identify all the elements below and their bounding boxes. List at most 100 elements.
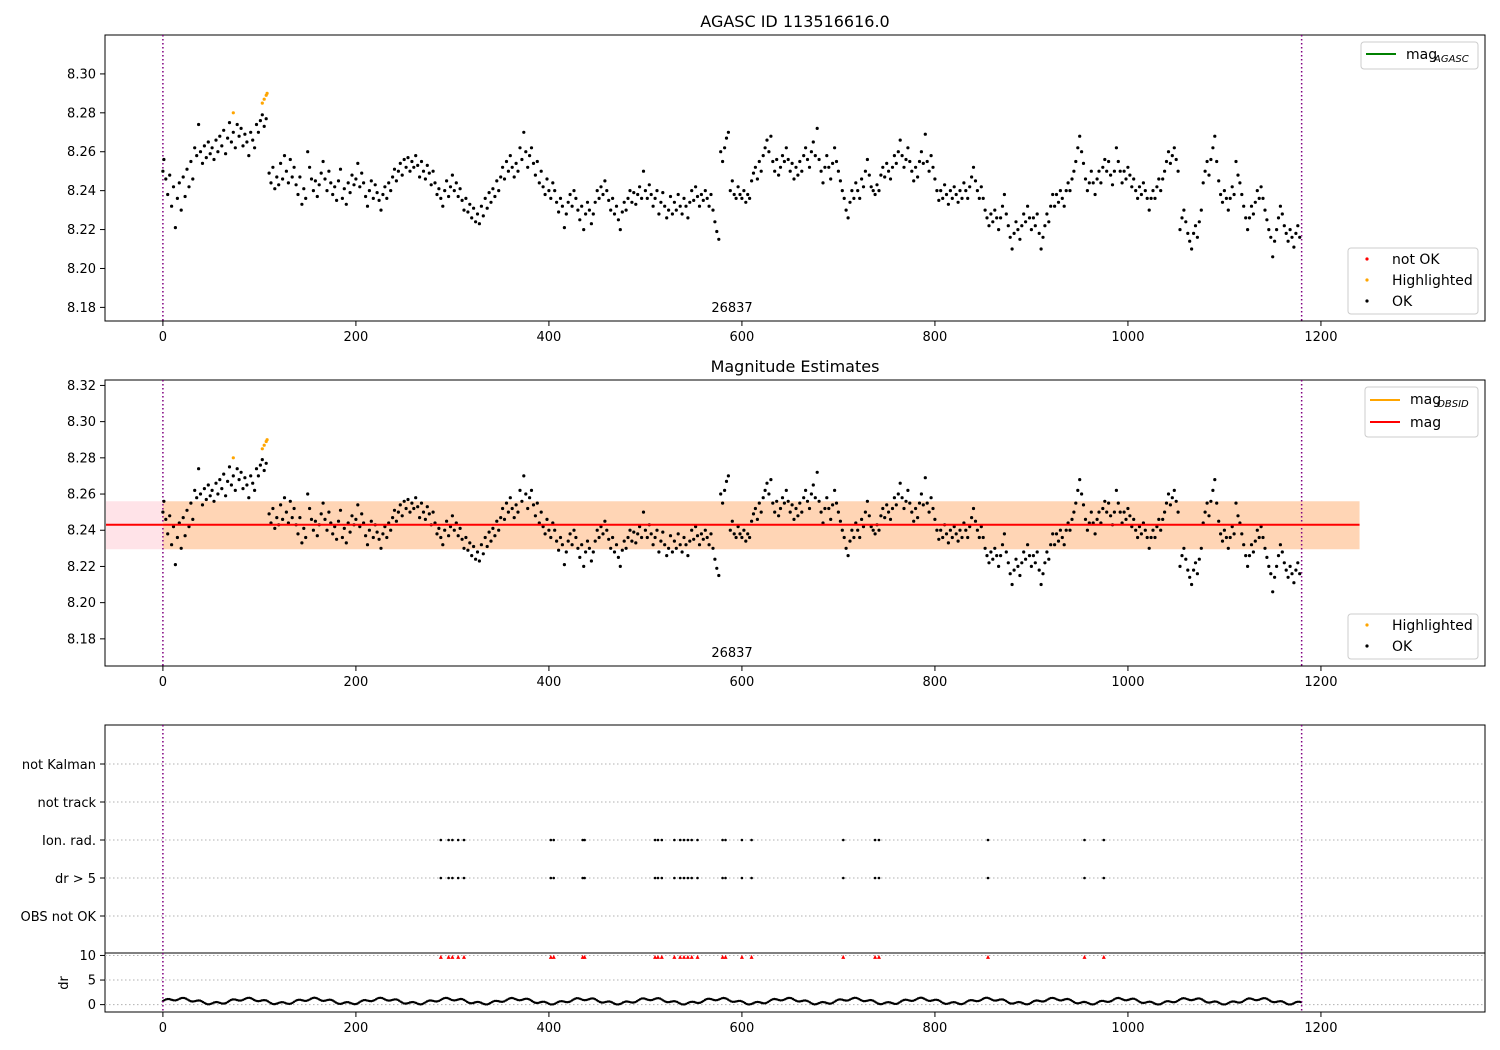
legend-highlighted-label: Highlighted: [1392, 273, 1473, 289]
data-point: [877, 528, 881, 532]
data-point: [400, 514, 404, 518]
data-point: [1027, 554, 1032, 558]
data-point: [636, 532, 640, 536]
data-point: [1109, 514, 1113, 518]
data-point: [931, 165, 935, 169]
flag-marker: [678, 838, 682, 842]
data-point: [670, 212, 675, 216]
data-point: [815, 470, 819, 474]
flag-marker: [439, 876, 443, 880]
data-point: [707, 204, 711, 208]
data-point: [887, 169, 891, 173]
data-point: [576, 208, 580, 212]
flag-marker: [581, 838, 584, 842]
dr-outlier-marker: [456, 954, 461, 959]
data-point: [1085, 189, 1089, 193]
data-point: [547, 189, 551, 193]
data-point: [977, 535, 981, 540]
flag-marker: [724, 876, 727, 880]
data-point: [364, 534, 368, 538]
data-point: [1296, 224, 1300, 228]
data-point: [726, 130, 731, 134]
data-point: [1132, 517, 1136, 522]
data-point: [902, 165, 906, 169]
data-point: [665, 216, 669, 220]
data-point: [852, 535, 856, 540]
data-point: [888, 517, 893, 522]
data-point: [1170, 154, 1174, 158]
data-point: [1107, 159, 1111, 164]
data-point: [470, 216, 474, 220]
data-point: [487, 191, 491, 195]
data-point: [790, 161, 794, 165]
data-point: [582, 228, 586, 232]
data-point: [879, 514, 883, 518]
data-point: [879, 173, 883, 177]
data-point: [437, 526, 441, 531]
data-point: [802, 496, 806, 500]
data-point: [1166, 492, 1171, 496]
data-point: [371, 535, 375, 540]
data-point: [1122, 510, 1126, 514]
data-point: [212, 157, 216, 162]
data-point: [1004, 212, 1008, 216]
data-point: [576, 546, 580, 550]
flag-marker: [682, 838, 686, 842]
data-point: [769, 478, 773, 482]
flag-marker: [447, 876, 450, 880]
data-point: [499, 516, 503, 520]
data-point: [1282, 224, 1286, 228]
data-point: [910, 169, 914, 173]
data-point: [541, 185, 545, 189]
data-point: [198, 492, 203, 496]
data-point: [1201, 521, 1205, 525]
x-tick-label: 200: [343, 675, 368, 690]
flag-marker: [552, 876, 555, 880]
data-point: [309, 517, 314, 522]
data-point: [1244, 554, 1248, 558]
data-point: [1209, 157, 1213, 162]
data-point: [701, 198, 705, 202]
data-point: [518, 146, 522, 150]
data-point: [265, 438, 269, 442]
flag-marker: [686, 838, 690, 842]
data-point: [450, 514, 454, 518]
data-point: [177, 181, 181, 185]
data-point: [1053, 543, 1057, 547]
data-point: [1228, 196, 1232, 200]
data-point: [823, 506, 827, 511]
data-point: [510, 165, 514, 169]
data-point: [302, 526, 306, 531]
data-point: [724, 136, 729, 140]
data-point: [296, 532, 300, 536]
data-point: [260, 113, 264, 117]
data-point: [220, 144, 224, 148]
data-point: [369, 519, 373, 523]
data-point: [587, 546, 592, 550]
data-point: [227, 465, 232, 469]
flag-marker: [583, 838, 586, 842]
data-point: [327, 169, 331, 173]
data-point: [286, 521, 290, 525]
x-tick-label: 600: [730, 675, 755, 690]
data-point: [580, 543, 584, 547]
data-point: [427, 512, 431, 516]
data-point: [547, 528, 551, 532]
data-point: [1031, 216, 1035, 220]
data-point: [543, 532, 547, 536]
data-point: [589, 559, 594, 563]
data-point: [1093, 532, 1097, 536]
data-point: [713, 557, 717, 561]
data-point: [183, 534, 187, 538]
data-point: [193, 146, 197, 150]
data-point: [674, 546, 678, 550]
data-point: [1228, 535, 1232, 540]
data-point: [1099, 181, 1103, 185]
data-point: [935, 528, 939, 532]
data-point: [1137, 185, 1142, 189]
data-point: [919, 492, 924, 496]
data-point: [651, 204, 655, 208]
data-point: [925, 501, 929, 505]
panel-4-dr-markers: [438, 954, 1106, 959]
data-point: [1145, 535, 1149, 540]
